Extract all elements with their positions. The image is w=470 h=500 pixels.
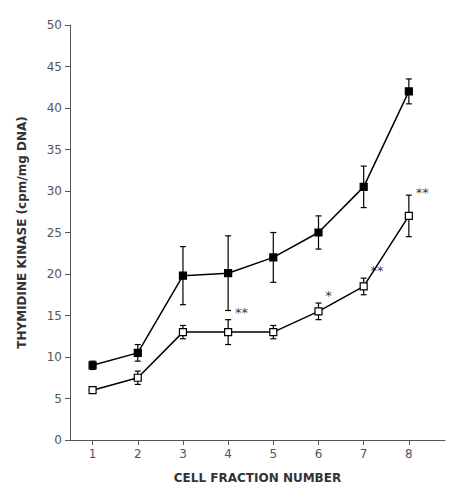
svg-text:**: ** — [370, 263, 384, 278]
svg-text:CELL FRACTION NUMBER: CELL FRACTION NUMBER — [174, 471, 341, 485]
svg-text:0: 0 — [54, 433, 62, 447]
svg-text:7: 7 — [360, 447, 368, 461]
svg-text:45: 45 — [47, 60, 62, 74]
svg-text:2: 2 — [134, 447, 142, 461]
svg-text:35: 35 — [47, 143, 62, 157]
svg-text:40: 40 — [47, 101, 62, 115]
svg-text:10: 10 — [47, 350, 62, 364]
svg-text:THYMIDINE KINASE (cpm/mg DNA): THYMIDINE KINASE (cpm/mg DNA) — [15, 116, 29, 348]
svg-text:30: 30 — [47, 184, 62, 198]
svg-text:5: 5 — [269, 447, 277, 461]
svg-text:**: ** — [235, 305, 249, 320]
svg-text:6: 6 — [315, 447, 323, 461]
svg-text:1: 1 — [89, 447, 97, 461]
svg-text:25: 25 — [47, 226, 62, 240]
svg-text:*: * — [325, 288, 332, 303]
svg-text:3: 3 — [179, 447, 187, 461]
svg-text:50: 50 — [47, 18, 62, 32]
svg-text:20: 20 — [47, 267, 62, 281]
svg-text:5: 5 — [54, 392, 62, 406]
svg-text:15: 15 — [47, 309, 62, 323]
svg-text:8: 8 — [405, 447, 413, 461]
svg-text:**: ** — [416, 185, 430, 200]
svg-text:4: 4 — [224, 447, 232, 461]
